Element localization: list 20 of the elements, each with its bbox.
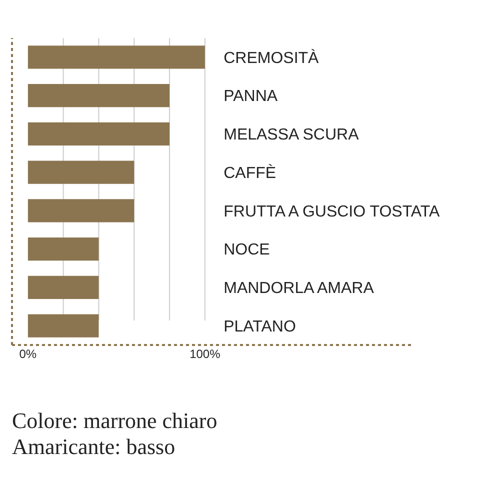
y-tick-label: CAFFÈ <box>224 164 276 182</box>
y-tick-label: MELASSA SCURA <box>224 126 360 144</box>
y-tick-label: MANDORLA AMARA <box>224 280 374 298</box>
bar <box>28 199 134 222</box>
y-tick-label: FRUTTA A GUSCIO TOSTATA <box>224 203 440 220</box>
bar <box>28 84 170 108</box>
bar <box>28 160 134 184</box>
bar <box>28 314 99 338</box>
y-tick-label: CREMOSITÀ <box>224 48 320 67</box>
y-tick-label: NOCE <box>224 242 270 259</box>
text: Amaricante: basso <box>12 434 176 459</box>
x-tick-label: 0% <box>19 347 37 361</box>
text: Colore: marrone chiaro <box>12 408 218 433</box>
y-tick-label: PLATANO <box>224 318 296 336</box>
bar <box>28 276 99 299</box>
bar <box>28 122 170 146</box>
x-tick-label: 100% <box>190 347 221 361</box>
bar <box>28 46 205 69</box>
y-tick-label: PANNA <box>224 88 278 106</box>
bar <box>28 238 99 261</box>
